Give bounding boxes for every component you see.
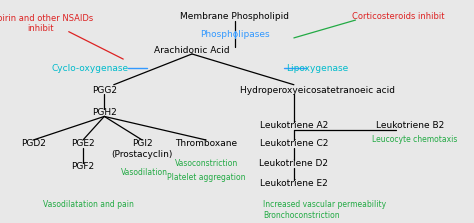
Text: Lipoxygenase: Lipoxygenase <box>286 64 349 72</box>
Text: Leukotriene E2: Leukotriene E2 <box>260 180 328 188</box>
Text: Vasoconstriction: Vasoconstriction <box>174 159 238 168</box>
Text: Phospholipases: Phospholipases <box>200 30 269 39</box>
Text: Aspirin and other NSAIDs
inhibit: Aspirin and other NSAIDs inhibit <box>0 14 93 33</box>
Text: Vasodilatation and pain: Vasodilatation and pain <box>43 200 134 209</box>
Text: PGD2: PGD2 <box>21 139 46 148</box>
Text: Corticosteroids inhibit: Corticosteroids inhibit <box>352 12 445 21</box>
Text: (Prostacyclin): (Prostacyclin) <box>111 151 173 159</box>
Text: Hydroperoxyeicosatetranoeic acid: Hydroperoxyeicosatetranoeic acid <box>240 86 395 95</box>
Text: Leucocyte chemotaxis: Leucocyte chemotaxis <box>372 135 457 144</box>
Text: Increased vascular permeability: Increased vascular permeability <box>263 200 386 209</box>
Text: Arachidonic Acid: Arachidonic Acid <box>154 46 230 55</box>
Text: PGG2: PGG2 <box>92 86 117 95</box>
Text: Leukotriene C2: Leukotriene C2 <box>260 139 328 148</box>
Text: Leukotriene D2: Leukotriene D2 <box>259 159 328 168</box>
Text: PGI2: PGI2 <box>132 139 153 148</box>
Text: Leukotriene A2: Leukotriene A2 <box>260 122 328 130</box>
Text: PGE2: PGE2 <box>71 139 95 148</box>
Text: Platelet aggregation: Platelet aggregation <box>167 173 246 182</box>
Text: Membrane Phospholipid: Membrane Phospholipid <box>180 12 289 21</box>
Text: PGH2: PGH2 <box>92 108 117 117</box>
Text: PGF2: PGF2 <box>72 162 94 171</box>
Text: Leukotriene B2: Leukotriene B2 <box>376 122 444 130</box>
Text: Bronchoconstriction: Bronchoconstriction <box>263 211 340 220</box>
Text: Vasodilation: Vasodilation <box>121 168 168 177</box>
Text: Cyclo-oxygenase: Cyclo-oxygenase <box>52 64 128 72</box>
Text: Thromboxane: Thromboxane <box>175 139 237 148</box>
